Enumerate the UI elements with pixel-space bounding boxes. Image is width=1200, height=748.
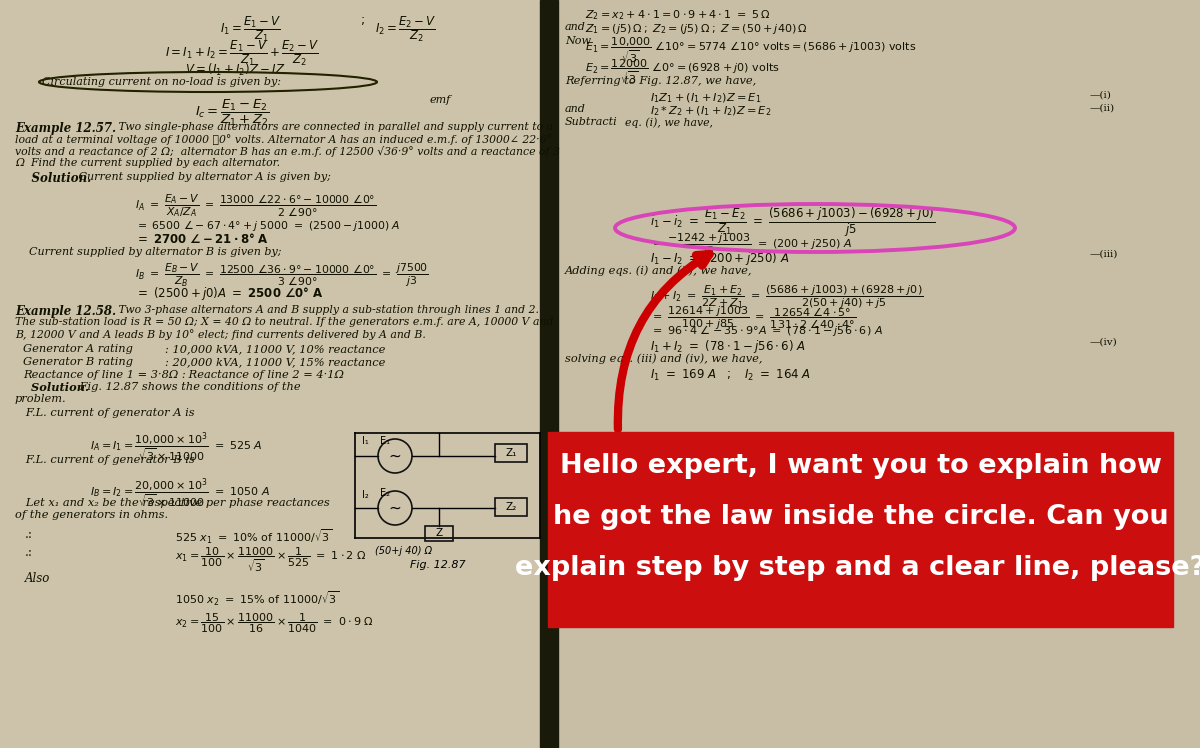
Text: —(iv): —(iv) [1090, 338, 1117, 347]
Text: $E_2 = \dfrac{12000}{\sqrt{3}}\ \angle0° = (6928+j0)\ \mathrm{volts}$: $E_2 = \dfrac{12000}{\sqrt{3}}\ \angle0°… [586, 58, 780, 86]
Text: $I_1+I_2\ =\ (78\cdot1-j56\cdot6)\ A$: $I_1+I_2\ =\ (78\cdot1-j56\cdot6)\ A$ [650, 338, 806, 355]
Text: $=\ \dfrac{12614+j1003}{100+j85}\ =\ \dfrac{12654\ \angle4\cdot5°}{131\cdot2\ \a: $=\ \dfrac{12614+j1003}{100+j85}\ =\ \df… [650, 305, 857, 332]
Text: volts and a reactance of 2 Ω;  alternator B has an e.m.f. of 12500 √36·9° volts : volts and a reactance of 2 Ω; alternator… [14, 146, 560, 157]
Bar [496, 498, 527, 516]
Text: $V = (I_1+I_2)Z - IZ$: $V = (I_1+I_2)Z - IZ$ [185, 62, 286, 78]
Bar [540, 0, 558, 748]
Text: $=\ (2500+j0)A\ =\ \mathbf{2500\ \angle0°\ A}$: $=\ (2500+j0)A\ =\ \mathbf{2500\ \angle0… [134, 285, 324, 302]
Text: Fig. 12.87 shows the conditions of the: Fig. 12.87 shows the conditions of the [76, 382, 301, 392]
Text: $I_c = \dfrac{E_1-E_2}{Z_1+Z_2}$: $I_c = \dfrac{E_1-E_2}{Z_1+Z_2}$ [194, 98, 270, 129]
Text: and: and [565, 104, 586, 114]
Text: $=\ 6500\ \angle-67\cdot4°+j\ 5000\ =\ (2500-j1000)\ A$: $=\ 6500\ \angle-67\cdot4°+j\ 5000\ =\ (… [134, 218, 401, 233]
Text: Referring to Fig. 12.87, we have,: Referring to Fig. 12.87, we have, [565, 76, 756, 86]
Text: eq. (i), we have,: eq. (i), we have, [625, 117, 713, 128]
Text: Subtracti: Subtracti [565, 117, 618, 127]
Text: Solution.: Solution. [14, 382, 89, 393]
Text: $1050\ x_2\ =\ 15\%\ \mathrm{of}\ 11000/\sqrt{3}$: $1050\ x_2\ =\ 15\%\ \mathrm{of}\ 11000/… [175, 590, 340, 608]
Text: Also: Also [25, 572, 50, 585]
Text: $I_2*Z_2+(I_1+I_2)Z = E_2$: $I_2*Z_2+(I_1+I_2)Z = E_2$ [650, 104, 772, 117]
Text: Fig. 12.87: Fig. 12.87 [410, 560, 466, 570]
Text: Z₂: Z₂ [505, 502, 517, 512]
Text: Generator A rating: Generator A rating [23, 344, 133, 354]
Text: .:: .: [25, 528, 34, 541]
Text: $Z_1 = (j5)\,\Omega\;;\;Z_2 = (j5)\,\Omega\;;\;Z = (50+j40)\,\Omega$: $Z_1 = (j5)\,\Omega\;;\;Z_2 = (j5)\,\Ome… [586, 22, 808, 36]
Text: : 10,000 kVA, 11000 V, 10% reactance: : 10,000 kVA, 11000 V, 10% reactance [166, 344, 385, 354]
Text: Z₁: Z₁ [505, 448, 517, 458]
Text: $I_1 = \dfrac{E_1-V}{Z_1}$: $I_1 = \dfrac{E_1-V}{Z_1}$ [220, 14, 282, 44]
FancyArrowPatch shape [618, 254, 709, 429]
Text: $=\ \dfrac{-1242+j1003}{j5}\ =\ (200+j250)\ A$: $=\ \dfrac{-1242+j1003}{j5}\ =\ (200+j25… [650, 232, 852, 260]
Bar [548, 0, 1200, 748]
Text: .:: .: [25, 546, 34, 559]
Text: Reactance of line 1 = 3·8Ω :: Reactance of line 1 = 3·8Ω : [23, 370, 186, 380]
Text: The sub-station load is R = 50 Ω; X = 40 Ω to neutral. If the generators e.m.f. : The sub-station load is R = 50 Ω; X = 40… [14, 317, 553, 327]
Text: $E_1 = \dfrac{10{,}000}{\sqrt{3}}\ \angle10° = 5774\ \angle10°\ \mathrm{volts} =: $E_1 = \dfrac{10{,}000}{\sqrt{3}}\ \angl… [586, 36, 917, 65]
Bar [496, 444, 527, 462]
Text: —(ii): —(ii) [1090, 104, 1115, 113]
Text: Current supplied by alternator B is given by;: Current supplied by alternator B is give… [14, 247, 282, 257]
Text: (50+j 40) Ω: (50+j 40) Ω [374, 546, 432, 556]
Text: ~: ~ [389, 500, 401, 515]
Text: $I = I_1+I_2 = \dfrac{E_1-V}{Z_1} + \dfrac{E_2-V}{Z_2}$: $I = I_1+I_2 = \dfrac{E_1-V}{Z_1} + \dfr… [166, 38, 319, 68]
Text: $525\ x_1\ =\ 10\%\ \mathrm{of}\ 11000/\sqrt{3}$: $525\ x_1\ =\ 10\%\ \mathrm{of}\ 11000/\… [175, 528, 332, 547]
Text: Now: Now [565, 36, 592, 46]
Text: $;$: $;$ [360, 14, 365, 27]
Bar [425, 526, 454, 541]
Text: Two 3-phase alternators A and B supply a sub-station through lines 1 and 2.: Two 3-phase alternators A and B supply a… [115, 305, 539, 315]
Text: Z: Z [436, 528, 443, 538]
Text: explain step by step and a clear line, please?: explain step by step and a clear line, p… [515, 555, 1200, 581]
Text: I₁: I₁ [361, 436, 368, 446]
Text: Circulating current on no-load is given by:: Circulating current on no-load is given … [42, 77, 281, 87]
Text: $I_A\ =\ \dfrac{E_A-V}{X_A/Z_A}\ =\ \dfrac{13000\ \angle22\cdot6°-10000\ \angle0: $I_A\ =\ \dfrac{E_A-V}{X_A/Z_A}\ =\ \dfr… [134, 192, 377, 219]
Text: —(i): —(i) [1090, 91, 1112, 100]
Text: F.L. current of generator B is: F.L. current of generator B is [14, 455, 194, 465]
Text: $x_1 = \dfrac{10}{100}\times\dfrac{11000}{\sqrt{3}}\times\dfrac{1}{525}\ =\ 1\cd: $x_1 = \dfrac{10}{100}\times\dfrac{11000… [175, 546, 367, 574]
Bar [548, 432, 1174, 627]
Text: Current supplied by alternator A is given by;: Current supplied by alternator A is give… [74, 172, 331, 182]
Text: Hello expert, I want you to explain how: Hello expert, I want you to explain how [559, 453, 1162, 479]
Text: F.L. current of generator A is: F.L. current of generator A is [14, 408, 194, 418]
Text: Example 12.58.: Example 12.58. [14, 305, 116, 318]
Text: $I_2 = \dfrac{E_2-V}{Z_2}$: $I_2 = \dfrac{E_2-V}{Z_2}$ [374, 14, 437, 44]
Text: Two single-phase alternators are connected in parallel and supply current to a: Two single-phase alternators are connect… [115, 122, 553, 132]
Text: ~: ~ [389, 449, 401, 464]
Text: Ω  Find the current supplied by each alternator.: Ω Find the current supplied by each alte… [14, 158, 280, 168]
Text: $I_A = I_1 = \dfrac{10{,}000\times10^3}{\sqrt{3}\times11000}\ =\ 525\ A$: $I_A = I_1 = \dfrac{10{,}000\times10^3}{… [90, 430, 263, 464]
Text: $=\ 96\cdot4\ \angle-35\cdot9°A\ =\ (78\cdot1-j56\cdot6)\ A$: $=\ 96\cdot4\ \angle-35\cdot9°A\ =\ (78\… [650, 323, 883, 338]
Text: $I_1Z_1+(I_1+I_2)Z = E_1$: $I_1Z_1+(I_1+I_2)Z = E_1$ [650, 91, 761, 105]
Text: $I_1+I_2\ =\ \dfrac{E_1+E_2}{2Z+Z_1}\ =\ \dfrac{(5686+j1003)+(6928+j0)}{2(50+j40: $I_1+I_2\ =\ \dfrac{E_1+E_2}{2Z+Z_1}\ =\… [650, 284, 923, 311]
Text: $x_2 = \dfrac{15}{100}\times\dfrac{11000}{16}\times\dfrac{1}{1040}\ =\ 0\cdot9\ : $x_2 = \dfrac{15}{100}\times\dfrac{11000… [175, 612, 373, 636]
Text: Generator B rating: Generator B rating [23, 357, 133, 367]
Text: $I_1-I_2\ =\ (200+j250)\ A$: $I_1-I_2\ =\ (200+j250)\ A$ [650, 250, 790, 267]
Text: I₂: I₂ [361, 490, 368, 500]
Text: E₂: E₂ [380, 488, 390, 498]
Text: Let x₁ and x₂ be the respective per phase reactances: Let x₁ and x₂ be the respective per phas… [14, 498, 330, 508]
Text: he got the law inside the circle. Can you: he got the law inside the circle. Can yo… [553, 504, 1169, 530]
Text: $i_1-i_2\ =\ \dfrac{E_1-E_2}{Z_1}\ =\ \dfrac{(5686+j1003)-(6928+j0)}{j5}$: $i_1-i_2\ =\ \dfrac{E_1-E_2}{Z_1}\ =\ \d… [650, 205, 935, 239]
Text: Reactance of line 2 = 4·1Ω: Reactance of line 2 = 4·1Ω [185, 370, 344, 380]
Text: Adding eqs. (i) and (ii), we have,: Adding eqs. (i) and (ii), we have, [565, 265, 752, 275]
Bar [0, 0, 548, 748]
Text: $Z_2 = x_2+4\cdot1 = 0\cdot9+4\cdot1\ =\ 5\,\Omega$: $Z_2 = x_2+4\cdot1 = 0\cdot9+4\cdot1\ =\… [586, 8, 770, 22]
Text: emf: emf [430, 95, 451, 105]
Text: $=\ \mathbf{2700\ \angle-21\cdot8°\ A}$: $=\ \mathbf{2700\ \angle-21\cdot8°\ A}$ [134, 232, 269, 246]
Text: B, 12000 V and A leads B by 10° elect; find currents delivered by A and B.: B, 12000 V and A leads B by 10° elect; f… [14, 329, 426, 340]
Text: E₁: E₁ [380, 436, 390, 446]
Text: load at a terminal voltage of 10000 ℠0° volts. Alternator A has an induced e.m.f: load at a terminal voltage of 10000 ℠0° … [14, 134, 552, 145]
Text: of the generators in ohms.: of the generators in ohms. [14, 510, 168, 520]
Text: $I_B\ =\ \dfrac{E_B-V}{Z_B}\ =\ \dfrac{12500\ \angle36\cdot9°-10000\ \angle0°}{3: $I_B\ =\ \dfrac{E_B-V}{Z_B}\ =\ \dfrac{1… [134, 262, 428, 289]
Text: Example 12.57.: Example 12.57. [14, 122, 116, 135]
Text: and: and [565, 22, 586, 32]
Text: $I_B = I_2 = \dfrac{20{,}000\times10^3}{\sqrt{3}\times11000}\ =\ 1050\ A$: $I_B = I_2 = \dfrac{20{,}000\times10^3}{… [90, 476, 270, 510]
Text: : 20,000 kVA, 11000 V, 15% reactance: : 20,000 kVA, 11000 V, 15% reactance [166, 357, 385, 367]
Text: Solution.: Solution. [14, 172, 91, 185]
Text: problem.: problem. [14, 394, 67, 404]
Text: $I_1\ =\ 169\ A\quad;\quad I_2\ =\ 164\ A$: $I_1\ =\ 169\ A\quad;\quad I_2\ =\ 164\ … [650, 368, 811, 383]
Text: —(iii): —(iii) [1090, 250, 1118, 259]
Text: solving eqs. (iii) and (iv), we have,: solving eqs. (iii) and (iv), we have, [565, 353, 762, 364]
